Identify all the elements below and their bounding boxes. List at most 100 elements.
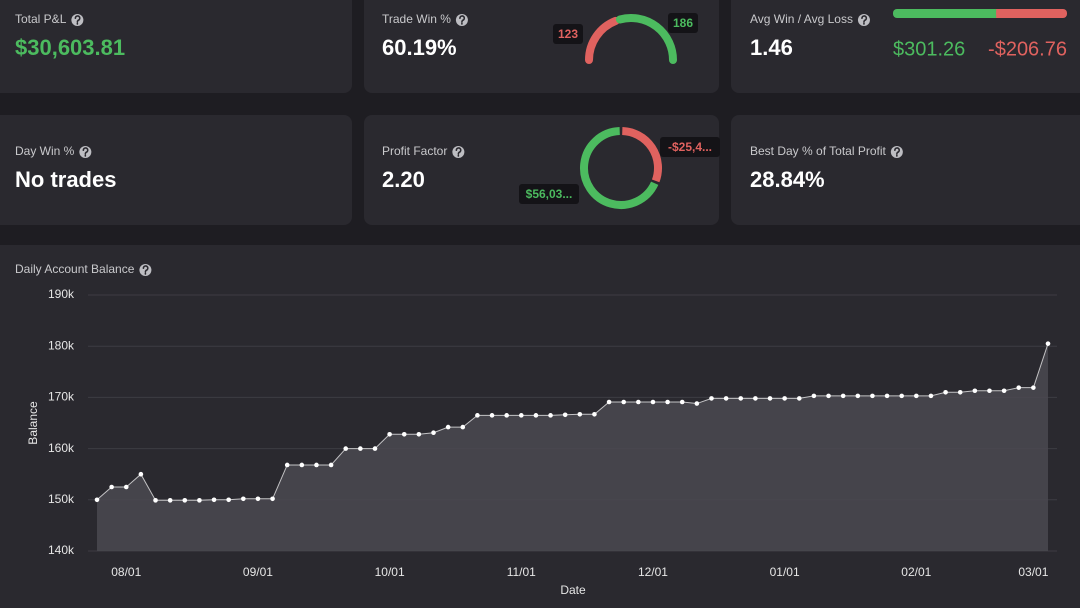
card-value: 28.84% <box>750 167 825 192</box>
card-label: Trade Win % <box>382 12 451 26</box>
x-tick-label: 01/01 <box>770 565 800 579</box>
help-icon <box>79 146 92 158</box>
badge <box>553 24 583 44</box>
y-tick-label: 140k <box>48 543 75 557</box>
point <box>401 431 407 437</box>
point <box>343 446 349 451</box>
card-value: 60.19% <box>382 35 457 60</box>
card-value: 1.46 <box>750 35 793 60</box>
point <box>987 388 992 394</box>
y-tick-label: 150k <box>48 492 75 506</box>
card <box>731 115 1080 225</box>
point <box>387 431 392 437</box>
point <box>109 484 114 490</box>
card-label: Day Win % <box>15 144 75 158</box>
x-tick-label: 12/01 <box>638 565 668 579</box>
point <box>709 396 714 401</box>
point <box>445 424 451 430</box>
point <box>533 413 539 418</box>
help-icon-glyph <box>861 15 868 25</box>
point <box>577 411 583 417</box>
point <box>1045 341 1051 346</box>
gauge-wins <box>615 14 677 64</box>
avg-loss-bar <box>996 9 1067 18</box>
point <box>167 498 173 503</box>
y-axis-title: Balance <box>26 401 40 445</box>
y-tick-label: 170k <box>48 390 75 404</box>
help-icon-glyph <box>894 147 901 157</box>
help-icon-glyph <box>74 15 81 25</box>
point <box>255 496 261 502</box>
y-tick-label: 180k <box>48 338 75 352</box>
help-icon-glyph <box>455 147 462 157</box>
card-label: Total P&L <box>15 12 67 26</box>
help-icon <box>139 264 152 276</box>
point <box>606 399 612 405</box>
x-tick-label: 08/01 <box>111 565 141 579</box>
point <box>621 399 627 405</box>
point <box>358 446 363 451</box>
point <box>518 413 524 418</box>
avg-loss-label: -$206.76 <box>988 38 1067 60</box>
area-fill <box>97 343 1048 551</box>
point <box>372 446 378 451</box>
x-tick-label: 02/01 <box>901 565 931 579</box>
donut-profit <box>580 127 659 209</box>
y-tick-label: 190k <box>48 287 75 301</box>
point <box>796 396 802 401</box>
point <box>943 389 948 395</box>
point <box>211 497 217 503</box>
point <box>314 462 319 468</box>
donut-loss <box>621 127 662 183</box>
card-value: 2.20 <box>382 167 425 192</box>
badge-label: $56,03... <box>526 187 573 201</box>
point <box>504 413 509 418</box>
badge-label: -$25,4... <box>668 140 712 154</box>
point <box>431 430 436 436</box>
x-tick-label: 10/01 <box>375 565 405 579</box>
point <box>723 396 729 401</box>
point <box>475 413 480 418</box>
help-icon-glyph <box>142 265 149 275</box>
point <box>826 393 831 399</box>
point <box>416 431 422 437</box>
badge-label: 186 <box>673 16 693 30</box>
x-tick-label: 09/01 <box>243 565 273 579</box>
point <box>460 424 466 430</box>
avg-win-bar <box>893 9 1001 18</box>
point <box>1016 385 1022 390</box>
card <box>731 0 1080 93</box>
help-icon <box>455 14 468 26</box>
chart-title: Daily Account Balance <box>15 262 135 276</box>
help-icon-glyph <box>82 147 89 157</box>
badge <box>660 137 720 157</box>
point <box>694 401 700 406</box>
point <box>679 399 685 405</box>
point <box>562 412 568 418</box>
card-value: No trades <box>15 167 116 192</box>
badge <box>668 13 698 33</box>
point <box>270 496 275 502</box>
point <box>197 498 202 503</box>
point <box>972 388 978 394</box>
card <box>0 115 352 225</box>
help-icon <box>71 14 84 26</box>
card <box>0 0 352 93</box>
card-label: Profit Factor <box>382 144 447 158</box>
avg-win-label: $301.26 <box>893 38 965 60</box>
point <box>548 413 553 418</box>
x-tick-label: 11/01 <box>507 565 536 579</box>
badge-label: 123 <box>558 27 578 41</box>
point <box>182 498 188 503</box>
point <box>592 411 597 417</box>
help-icon <box>890 146 903 158</box>
point <box>650 399 656 405</box>
point <box>899 393 904 399</box>
point <box>1031 385 1036 390</box>
point <box>123 484 129 490</box>
avg-bar-join <box>996 9 1001 18</box>
card <box>364 115 719 225</box>
point <box>226 497 231 503</box>
point <box>636 399 641 405</box>
help-icon <box>857 14 870 26</box>
